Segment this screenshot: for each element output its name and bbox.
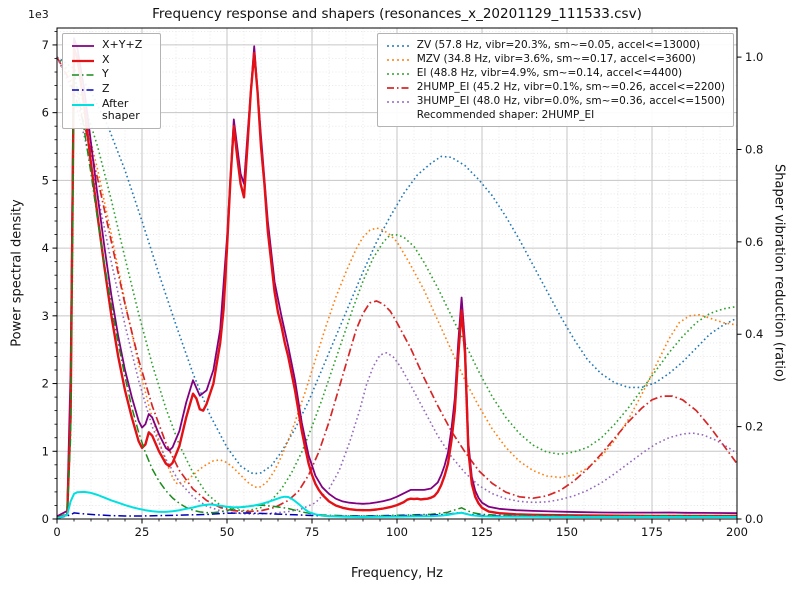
y-right-tick-label: 0.8 [745,142,763,156]
legend-item-after-shaper: After shaper [71,96,152,123]
psd-legend: X+Y+Z X Y Z After shaper [62,33,161,129]
y-left-tick-label: 3 [42,309,49,323]
x-tick-label: 75 [305,525,320,539]
chart-title: Frequency response and shapers (resonanc… [152,6,642,22]
legend-line-sample [72,89,94,91]
legend-item-2hump-ei: 2HUMP_EI (45.2 Hz, vibr=0.1%, sm~=0.26, … [386,81,725,93]
legend-item-label: ZV (57.8 Hz, vibr=20.3%, sm~=0.05, accel… [416,39,701,51]
y-right-tick-label: 0.0 [745,512,763,526]
psd-series-line-x [56,47,737,519]
legend-item-label: MZV (34.8 Hz, vibr=3.6%, sm~=0.17, accel… [416,53,696,66]
y-left-tick-label: 5 [42,173,49,187]
y-left-tick-label: 6 [42,106,49,120]
legend-item-zv: ZV (57.8 Hz, vibr=20.3%, sm~=0.05, accel… [386,39,725,51]
legend-line-sample [72,103,94,106]
y-left-tick-label: 0 [42,512,49,526]
legend-item-label: After shaper [102,96,140,123]
legend-item-mzv: MZV (34.8 Hz, vibr=3.6%, sm~=0.17, accel… [386,53,725,65]
y-left-tick-label: 7 [42,38,49,52]
shaper-series-line-ei [56,56,738,512]
x-tick-label: 200 [726,525,748,539]
recommended-shaper-text: Recommended shaper: 2HUMP_EI [416,109,595,122]
y-left-tick-label: 1 [42,444,49,458]
shaper-series-line-mzv [56,56,738,489]
legend-line-sample [72,45,94,47]
y-axis-offset-text: 1e3 [28,8,49,21]
x-tick-label: 0 [53,525,60,539]
shaper-series-line-2hump-ei [56,56,738,513]
x-tick-label: 125 [471,525,493,539]
y-left-tick-label: 4 [42,241,49,255]
y-right-tick-label: 1.0 [745,50,763,64]
y-right-tick-label: 0.2 [745,420,763,434]
y-axis-right-label: Shaper vibration reduction (ratio) [771,164,787,382]
legend-item-label: X+Y+Z [102,38,143,51]
shaper-series-line-zv [56,56,738,475]
legend-item-label: Y [102,67,109,81]
x-axis-label: Frequency, Hz [350,566,444,581]
legend-item-label: 3HUMP_EI (48.0 Hz, vibr=0.0%, sm~=0.36, … [416,95,725,108]
x-tick-label: 175 [641,525,663,539]
legend-line-sample [386,87,409,90]
y-right-tick-label: 0.4 [745,327,763,341]
legend-line-sample [386,73,409,75]
legend-item-3hump-ei: 3HUMP_EI (48.0 Hz, vibr=0.0%, sm~=0.36, … [386,95,725,107]
legend-line-sample [386,45,409,47]
shapers-legend: ZV (57.8 Hz, vibr=20.3%, sm~=0.05, accel… [376,33,734,128]
legend-item-label: X [102,52,110,66]
legend-item-x-y-z: X+Y+Z [71,38,152,52]
legend-line-sample [386,101,409,104]
legend-item-x: X [71,52,152,67]
x-tick-label: 25 [135,525,150,539]
legend-item-label: Z [102,81,110,95]
legend-line-sample [72,59,94,62]
legend-item-z: Z [71,81,152,96]
legend-item-label: EI (48.8 Hz, vibr=4.9%, sm~=0.14, accel<… [416,67,683,80]
legend-item-ei: EI (48.8 Hz, vibr=4.9%, sm~=0.14, accel<… [386,67,725,79]
x-tick-label: 50 [220,525,235,539]
legend-line-sample [72,74,94,77]
legend-item-label: 2HUMP_EI (45.2 Hz, vibr=0.1%, sm~=0.26, … [416,81,725,94]
y-right-tick-label: 0.6 [745,235,763,249]
psd-series-line-after-shaper [56,490,737,520]
shaper-series-line-3hump-ei [56,56,738,515]
legend-item-y: Y [71,68,152,81]
y-left-tick-label: 2 [42,377,49,391]
y-axis-left-label: Power spectral density [9,199,25,347]
legend-line-sample [386,59,409,61]
x-tick-label: 100 [386,525,408,539]
psd-series-line-x-y-z [56,37,738,518]
x-tick-label: 150 [556,525,578,539]
